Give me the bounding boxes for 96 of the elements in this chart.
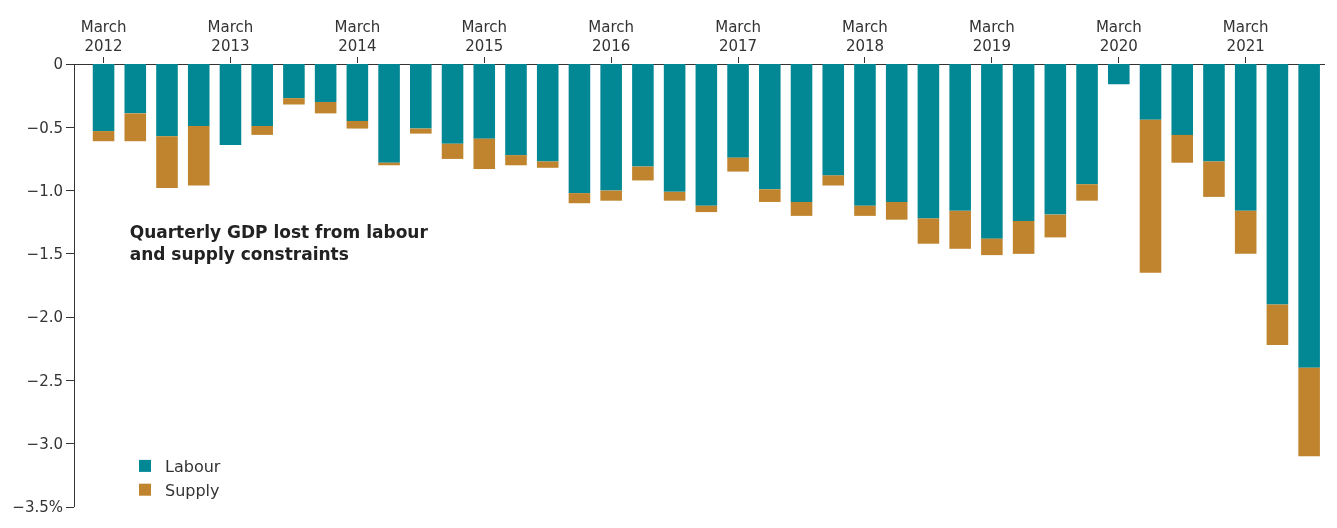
x-tick-label: March 2016 [588,17,635,55]
bar [981,238,1003,256]
bar [759,189,781,202]
y-tick-label: −2.0 [26,308,63,327]
bar [981,64,1003,239]
bar [441,64,464,144]
bar [314,64,337,102]
bar [283,98,305,105]
y-tick-label: −3.5% [12,498,63,517]
bar [632,166,654,181]
y-tick-label: −0.5 [26,118,63,137]
text: Quarterly GDP lost from labour and supply constraints [129,221,429,264]
bar [1012,64,1035,221]
bar [473,138,496,170]
bar [283,64,305,99]
bar [314,101,337,114]
x-tick-label: March 2014 [334,17,381,55]
bar [1044,214,1067,238]
bar [346,120,369,129]
bar [92,64,115,132]
bar [885,64,908,202]
bar [1139,119,1162,273]
bar [219,64,242,146]
bar [410,128,432,134]
bar [536,161,559,168]
bar [822,175,845,186]
bar [600,64,622,191]
bar [1298,367,1320,457]
bar [1076,184,1098,201]
x-tick-label: March 2013 [207,17,254,55]
y-tick-label: −1.5 [26,245,63,264]
bar [1266,304,1289,345]
bar [568,64,591,194]
x-tick-label: March 2020 [1095,17,1142,55]
bar [663,191,686,201]
bar [251,64,273,127]
bar [124,64,147,114]
bar [695,64,718,206]
bar [346,64,369,121]
bar [1076,64,1098,185]
bar [949,210,971,249]
y-tick-label: −2.5 [26,371,63,390]
x-tick-label: March 2019 [969,17,1015,55]
bar [536,64,559,162]
bar [251,126,273,135]
bar [790,201,813,216]
bar [854,205,876,216]
x-tick-label: March 2015 [461,17,508,55]
x-tick-label: March 2017 [715,17,761,55]
y-tick-label: −1.0 [26,181,63,200]
bar [1139,64,1162,120]
legend-label: Supply [165,480,220,500]
bar [1203,64,1225,162]
bar [1171,64,1194,135]
bar [1044,64,1067,215]
x-tick-label: March 2012 [80,17,127,55]
legend-label: Labour [165,457,221,477]
bar [917,64,940,219]
bar [378,64,400,163]
bar [473,64,496,139]
bar [759,64,781,190]
bar [410,64,432,129]
x-tick-label: March 2018 [842,17,888,55]
bar [600,190,622,201]
bar [1298,64,1320,368]
bar [505,64,527,156]
bar [1234,210,1257,254]
bar [1012,220,1035,254]
bar [1203,161,1225,197]
bar [187,64,210,127]
y-tick-label: 0 [53,55,63,74]
x-tick-label: March 2021 [1222,17,1269,55]
y-tick-label: −3.0 [26,434,63,453]
bar [1171,134,1194,163]
bar [695,205,718,213]
bar [632,64,654,167]
bar [187,126,210,186]
bar [790,64,813,202]
bar [505,155,527,166]
bar [727,64,749,158]
bar [92,131,115,142]
bar [124,113,147,142]
bar [854,64,876,206]
bar [1266,64,1289,305]
bar [949,64,971,211]
bar [156,64,178,137]
bar [1107,64,1130,85]
bar [917,218,940,244]
bar [822,64,845,176]
bar [663,64,686,192]
bar [727,157,749,172]
bar [568,193,591,204]
bar [156,136,178,189]
bar [1234,64,1257,211]
bar [441,143,464,159]
bar [885,201,908,220]
